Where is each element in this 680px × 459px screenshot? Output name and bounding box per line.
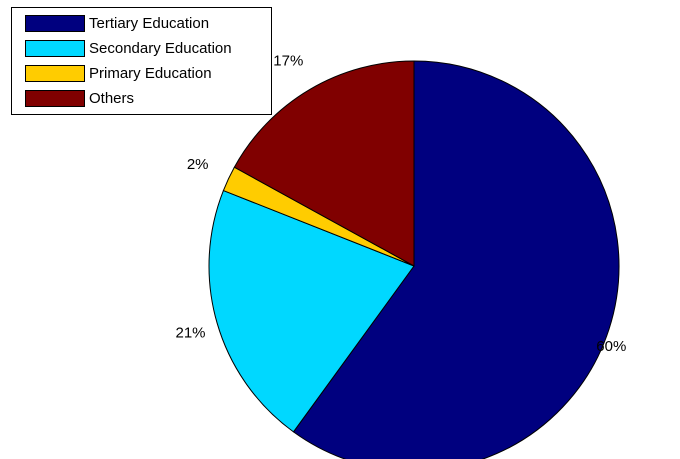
pie-slice-secondary: [208, 189, 415, 433]
legend-label-tertiary: Tertiary Education: [89, 14, 210, 32]
pie-slice-others: [233, 60, 415, 267]
legend-label-others: Others: [89, 89, 135, 107]
legend-label-secondary: Secondary Education: [89, 39, 232, 57]
legend-swatch-secondary: [25, 39, 85, 57]
pie-label-secondary: 21%: [175, 325, 205, 342]
legend-swatch-others: [25, 89, 85, 107]
pie-label-others: 17%: [273, 52, 303, 69]
legend: Tertiary Education Secondary Education P…: [11, 7, 272, 115]
legend-item-primary: Primary Education: [25, 62, 212, 84]
legend-item-others: Others: [25, 87, 134, 109]
legend-label-primary: Primary Education: [89, 64, 212, 82]
pie-slices: [208, 60, 620, 459]
pie-slice-tertiary: [292, 60, 620, 459]
pie-label-primary: 2%: [187, 156, 209, 173]
legend-item-secondary: Secondary Education: [25, 37, 232, 59]
legend-swatch-primary: [25, 64, 85, 82]
pie-label-tertiary: 60%: [596, 338, 626, 355]
pie-labels: 60% 21% 2% 17%: [175, 52, 626, 355]
legend-item-tertiary: Tertiary Education: [25, 12, 209, 34]
legend-swatch-tertiary: [25, 14, 85, 32]
